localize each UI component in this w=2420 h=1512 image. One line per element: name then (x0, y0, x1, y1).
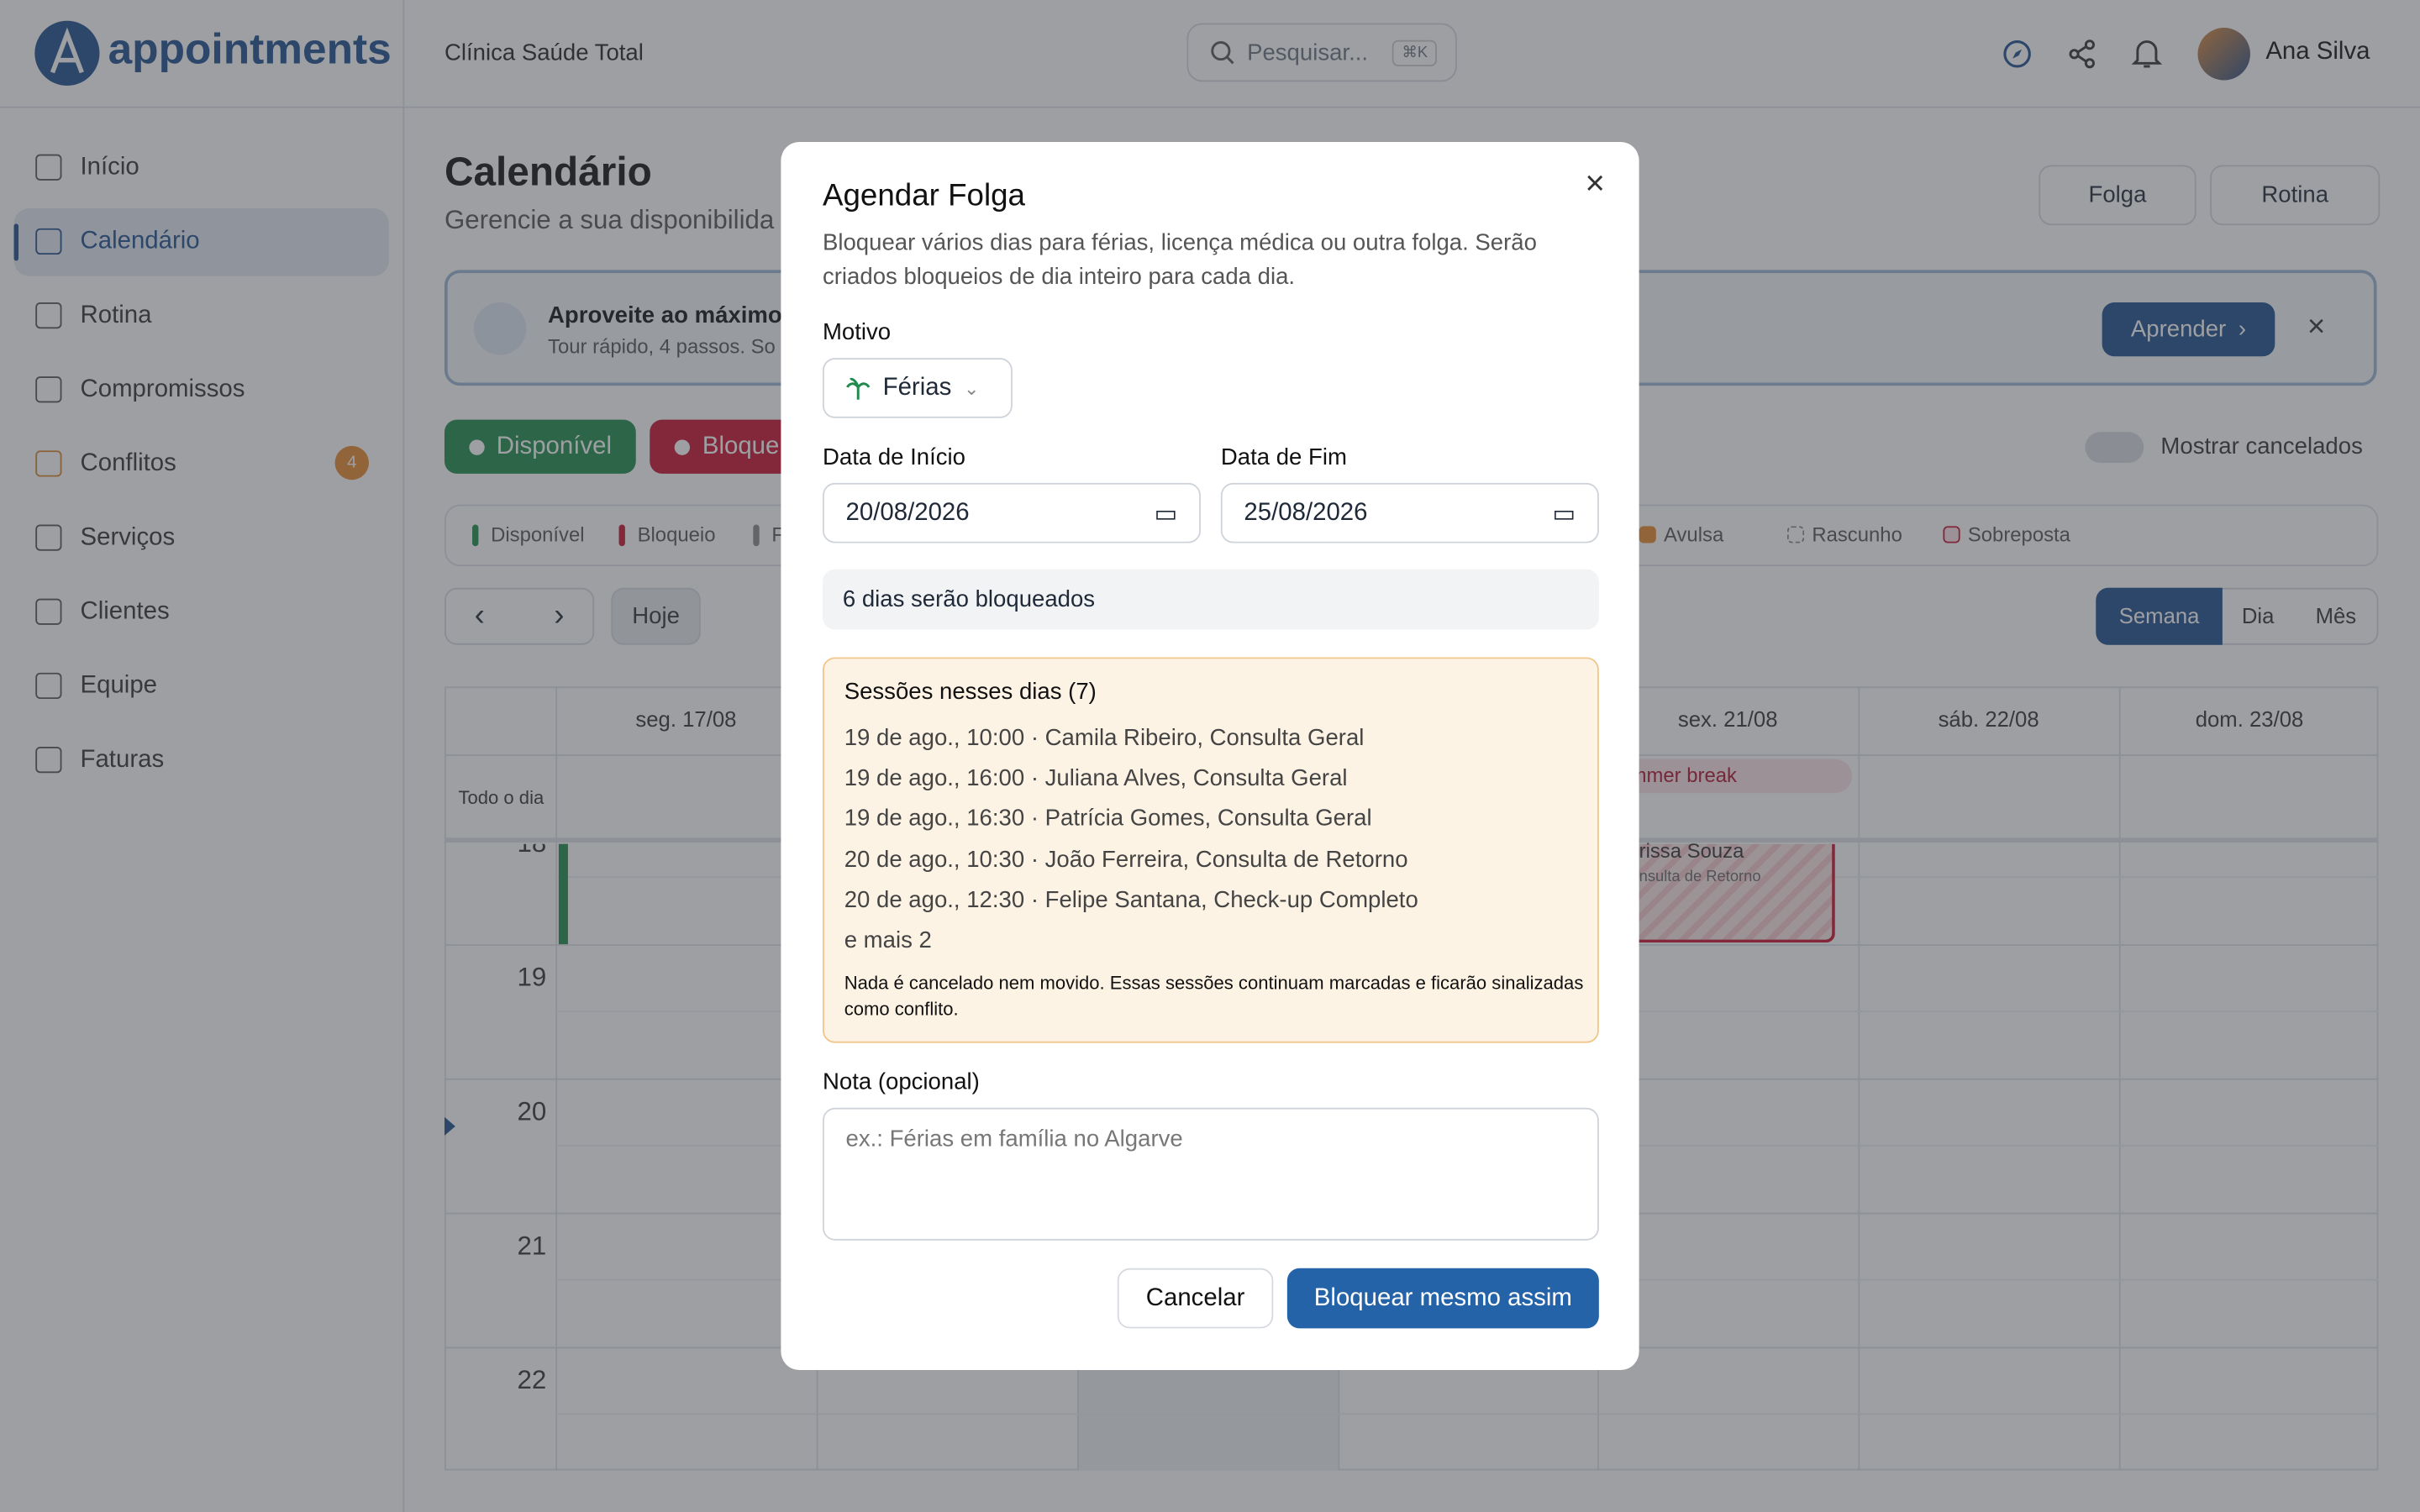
session-item: 19 de ago., 10:00 · Camila Ribeiro, Cons… (844, 725, 1365, 752)
reason-label: Motivo (822, 319, 892, 346)
more: e mais 2 (844, 927, 932, 954)
close-button[interactable]: × (1585, 163, 1605, 202)
palm-icon (846, 377, 871, 399)
summary-text: 6 dias serão bloqueados (842, 585, 1096, 613)
confirm-button[interactable]: Bloquear mesmo assim (1286, 1268, 1599, 1329)
end-value: 25/08/2026 (1244, 499, 1368, 526)
session-item: 20 de ago., 12:30 · Felipe Santana, Chec… (844, 886, 1418, 913)
summary: 6 dias serão bloqueados (822, 569, 1599, 630)
start-value: 20/08/2026 (845, 499, 970, 526)
cancel-button[interactable]: Cancelar (1117, 1268, 1274, 1329)
warning: Nada é cancelado nem movido. Essas sessõ… (844, 972, 1584, 1021)
modal: × Agendar Folga Bloquear vários dias par… (781, 141, 1639, 1371)
note-input[interactable]: ex.: Férias em família no Algarve (822, 1107, 1599, 1241)
modal-title: Agendar Folga (822, 179, 1025, 213)
end-label: Data de Fim (1220, 444, 1347, 471)
label: Cancelar (1145, 1284, 1245, 1311)
note-label: Nota (opcional) (822, 1068, 980, 1096)
reason-select[interactable]: Férias ⌄ (822, 358, 1013, 418)
end-date[interactable]: 25/08/2026 ▭ (1220, 482, 1599, 543)
session-item: 20 de ago., 10:30 · João Ferreira, Consu… (844, 846, 1408, 873)
start-date[interactable]: 20/08/2026 ▭ (822, 482, 1201, 543)
session-item: 19 de ago., 16:00 · Juliana Alves, Consu… (844, 765, 1348, 792)
note-placeholder: ex.: Férias em família no Algarve (845, 1126, 1183, 1153)
sessions-box (822, 657, 1599, 1043)
label: Bloquear mesmo assim (1313, 1284, 1572, 1311)
reason-value: Férias (882, 374, 952, 401)
sessions-title: Sessões nesses dias (7) (844, 679, 1097, 706)
start-label: Data de Início (822, 444, 965, 471)
session-item: 19 de ago., 16:30 · Patrícia Gomes, Cons… (844, 806, 1372, 832)
modal-description: Bloquear vários dias para férias, licenç… (822, 229, 1537, 291)
